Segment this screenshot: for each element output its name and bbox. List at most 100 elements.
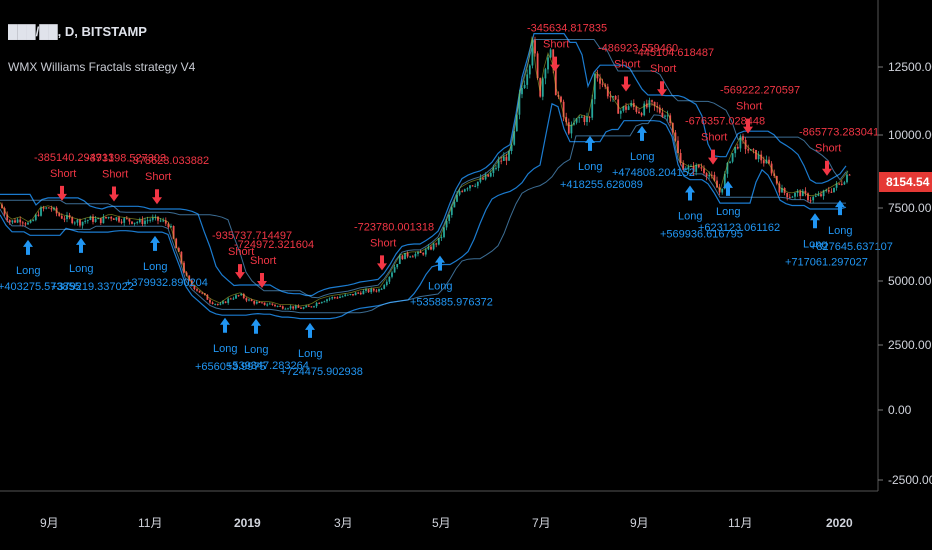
candle-body [565,116,568,123]
candle-body [843,182,846,185]
time-tick-label: 2019 [234,516,261,530]
candle-body [528,65,531,75]
candle-body [315,302,318,307]
candle-body [170,226,172,228]
candle-body [383,285,386,289]
candle-body [240,294,243,296]
candle-body [177,248,180,252]
candle-body [549,49,552,58]
candle-body [658,107,661,113]
candle-body [562,101,565,117]
candle-body [279,305,282,307]
candle-body [424,249,427,255]
candle-body [349,294,352,295]
candle-body [271,303,274,305]
candle-body [172,226,175,239]
candle-body [742,136,744,140]
candle-body [263,302,266,305]
candle-body [188,275,191,281]
candle-body [414,253,417,257]
candle-body [482,178,484,180]
candle-body [136,222,139,224]
candle-body [635,107,638,112]
short-signal-label: Short [543,39,569,51]
time-tick-label: 5月 [432,516,451,530]
price-tick-label: 5000.00 [888,274,932,288]
candle-body [365,289,367,291]
time-tick-label: 3月 [334,516,353,530]
price-tick-label: 0.00 [888,403,912,417]
short-signal-loss: -865773.283041 [799,127,879,139]
candle-body [255,302,258,304]
candle-body [523,84,526,88]
candle-body [422,253,425,255]
long-signal-profit: +403275.573855 [0,281,81,293]
candle-body [476,181,479,186]
candle-body [370,288,373,293]
candle-body [682,162,685,170]
time-axis[interactable]: 9月 11月 2019 3月 5月 7月 9月 11月 2020 [40,516,853,530]
candle-body [294,305,297,309]
candle-body [825,190,828,192]
long-signal-profit: +539347.283264 [226,360,309,372]
candle-body [456,194,458,202]
candle-body [419,251,422,253]
candle-body [440,237,443,239]
candle-body [105,216,107,219]
candle-body [266,304,269,306]
candle-body [586,116,588,122]
candle-body [107,217,110,219]
symbol-title[interactable]: ███/██, D, BITSTAMP [8,24,147,39]
candle-body [786,192,789,198]
candle-body [526,74,529,85]
candle-body [42,207,45,209]
long-signal-label: Long [143,261,167,273]
trade-signals: Long +403275.573855 Long +379219.337022 Long… [0,23,893,378]
candle-body [32,220,35,221]
candle-body [357,292,360,294]
candle-body [313,306,315,308]
candle-body [71,217,74,224]
candle-body [6,214,9,221]
long-signal-profit: +717061.297027 [785,256,868,268]
candle-body [752,149,755,151]
candle-body [479,178,482,182]
candle-body [502,156,505,161]
long-signal-arrow [723,180,733,196]
long-signal-arrow [585,135,595,151]
candle-body [804,190,807,194]
candle-body [144,220,146,224]
candle-body [443,227,445,238]
candle-body [726,162,729,174]
candle-body [747,149,750,151]
time-tick-label: 2020 [826,516,853,530]
candle-body [120,221,123,223]
long-signal-arrow [150,235,160,251]
candle-body [159,220,162,222]
long-signal-arrow [810,213,820,229]
price-axis[interactable]: 12500.00 10000.00 7500.00 5000.00 2500.0… [878,60,932,487]
candle-body [437,238,440,245]
long-signal-label: Long [298,348,322,360]
candle-body [791,196,794,198]
price-tick-label: 7500.00 [888,201,932,215]
candle-body [50,208,53,210]
long-signal-profit: +535885.976372 [410,297,493,309]
candle-body [388,276,391,282]
candle-body [809,200,812,202]
fractal-bands [0,33,847,320]
candle-body [515,114,518,132]
candle-body [596,74,599,79]
candle-body [222,301,224,304]
time-tick-label: 9月 [40,516,59,530]
candle-body [219,303,222,305]
candle-body [372,288,375,291]
candle-body [643,103,646,116]
candle-body [588,116,591,118]
strategy-title[interactable]: WMX Williams Fractals strategy V4 [8,60,196,74]
candle-body [21,222,24,224]
long-signal-arrow [220,317,230,333]
candle-body [60,215,63,219]
candle-body [453,201,456,208]
